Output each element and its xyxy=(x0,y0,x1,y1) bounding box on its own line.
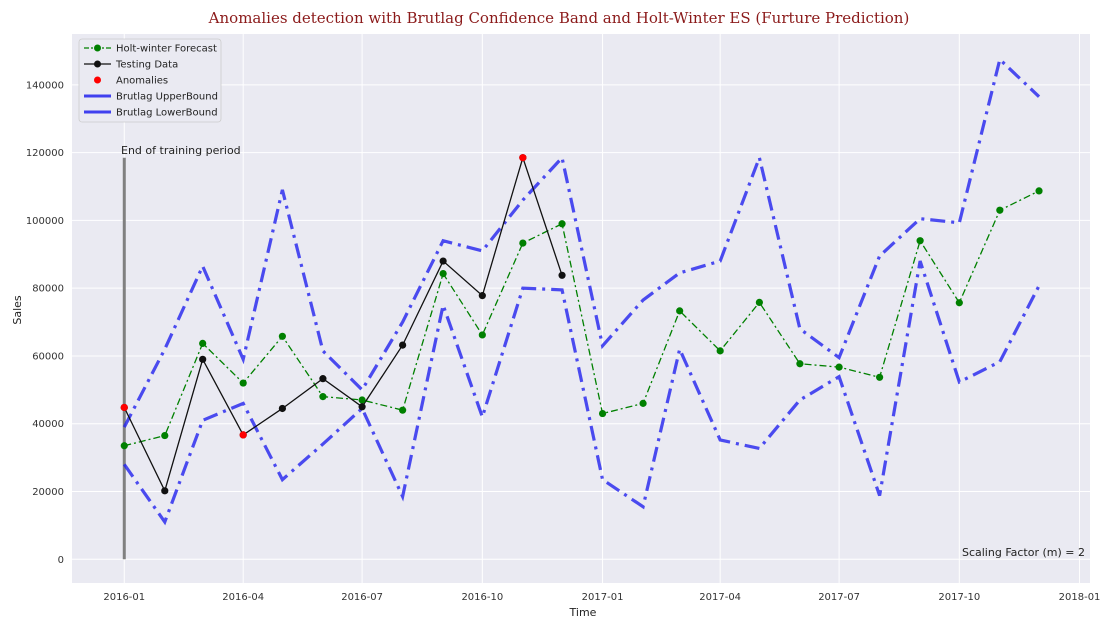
y-tick-label: 80000 xyxy=(32,284,64,295)
scaling-factor-annotation: Scaling Factor (m) = 2 xyxy=(962,546,1085,559)
x-tick-label: 2017-01 xyxy=(582,592,624,603)
x-tick-label: 2016-07 xyxy=(341,592,383,603)
data-point-holt-winter-forecast xyxy=(161,431,169,440)
x-tick-label: 2017-04 xyxy=(699,592,741,603)
data-point-holt-winter-forecast xyxy=(955,299,963,307)
data-point-holt-winter-forecast xyxy=(835,363,843,371)
series-line-testing-data xyxy=(123,155,563,493)
data-point-holt-winter-forecast xyxy=(439,269,447,278)
legend: Holt-winter Forecast Testing Data Anomalie… xyxy=(78,38,222,123)
data-point-holt-winter-forecast xyxy=(755,298,763,306)
series-line-brutlag-upperbound xyxy=(122,56,1041,428)
series-lines xyxy=(122,56,1041,526)
training-end-annotation: End of training period xyxy=(121,144,241,157)
data-point-anomalies xyxy=(120,403,128,412)
chart-title: Anomalies detection with Brutlag Confide… xyxy=(208,9,910,27)
data-point-holt-winter-forecast xyxy=(676,307,684,315)
legend-label-brutlag-upperbound: Brutlag UpperBound xyxy=(116,92,218,103)
data-point-holt-winter-forecast xyxy=(239,379,247,387)
data-point-holt-winter-forecast xyxy=(598,409,607,418)
data-point-testing-data xyxy=(161,487,169,495)
legend-marker-holt-winter-forecast xyxy=(94,44,101,52)
legend-box xyxy=(78,38,222,123)
x-tick-labels: 2016-01 2016-04 2016-07 2016-10 2017-01 2017-… xyxy=(103,592,1100,603)
data-point-holt-winter-forecast xyxy=(199,339,207,348)
data-point-testing-data xyxy=(319,375,327,383)
data-point-testing-data xyxy=(358,403,366,411)
y-axis-label: Sales xyxy=(11,295,24,325)
data-point-holt-winter-forecast xyxy=(319,393,327,401)
data-point-holt-winter-forecast xyxy=(1035,187,1043,195)
data-point-holt-winter-forecast xyxy=(996,206,1004,214)
y-tick-label: 60000 xyxy=(32,351,64,362)
x-tick-label: 2017-07 xyxy=(818,592,860,603)
legend-label-brutlag-lowerbound: Brutlag LowerBound xyxy=(116,108,218,119)
y-tick-label: 20000 xyxy=(32,487,64,498)
data-point-holt-winter-forecast xyxy=(876,373,884,381)
data-point-testing-data xyxy=(558,271,566,279)
x-tick-label: 2016-04 xyxy=(222,592,264,603)
data-point-testing-data xyxy=(278,404,286,413)
data-point-anomalies xyxy=(519,154,527,162)
legend-marker-anomalies xyxy=(94,76,101,84)
y-tick-label: 0 xyxy=(58,555,64,566)
data-point-holt-winter-forecast xyxy=(558,220,566,228)
data-point-holt-winter-forecast xyxy=(478,331,486,339)
data-point-testing-data xyxy=(478,292,486,300)
data-point-holt-winter-forecast xyxy=(916,237,924,245)
legend-label-testing-data: Testing Data xyxy=(115,60,178,71)
y-tick-labels: 0 20000 40000 60000 80000 100000 120000 140000 xyxy=(26,80,64,565)
data-point-anomalies xyxy=(239,431,247,439)
x-tick-label: 2016-01 xyxy=(103,592,145,603)
x-tick-label: 2016-10 xyxy=(461,592,503,603)
data-point-holt-winter-forecast xyxy=(358,396,366,404)
series-markers xyxy=(120,154,1043,495)
y-tick-label: 40000 xyxy=(32,419,64,430)
y-tick-label: 140000 xyxy=(26,80,64,91)
x-tick-label: 2018-01 xyxy=(1059,592,1101,603)
legend-marker-testing-data xyxy=(94,60,101,68)
legend-label-anomalies: Anomalies xyxy=(116,76,168,87)
series-line-holt-winter-forecast xyxy=(124,190,1040,447)
data-point-holt-winter-forecast xyxy=(796,360,804,368)
x-axis-label: Time xyxy=(569,606,597,619)
plot-area xyxy=(72,34,1090,583)
data-point-holt-winter-forecast xyxy=(120,442,128,450)
data-point-holt-winter-forecast xyxy=(278,332,286,340)
legend-label-holt-winter-forecast: Holt-winter Forecast xyxy=(116,44,217,55)
data-point-holt-winter-forecast xyxy=(399,406,407,414)
data-point-testing-data xyxy=(439,257,447,265)
data-point-holt-winter-forecast xyxy=(716,347,724,355)
data-point-testing-data xyxy=(399,341,407,349)
data-point-holt-winter-forecast xyxy=(639,399,647,407)
data-point-holt-winter-forecast xyxy=(519,239,527,247)
y-tick-label: 120000 xyxy=(26,148,64,159)
y-tick-label: 100000 xyxy=(26,216,64,227)
x-tick-label: 2017-10 xyxy=(938,592,980,603)
data-point-testing-data xyxy=(199,355,207,363)
